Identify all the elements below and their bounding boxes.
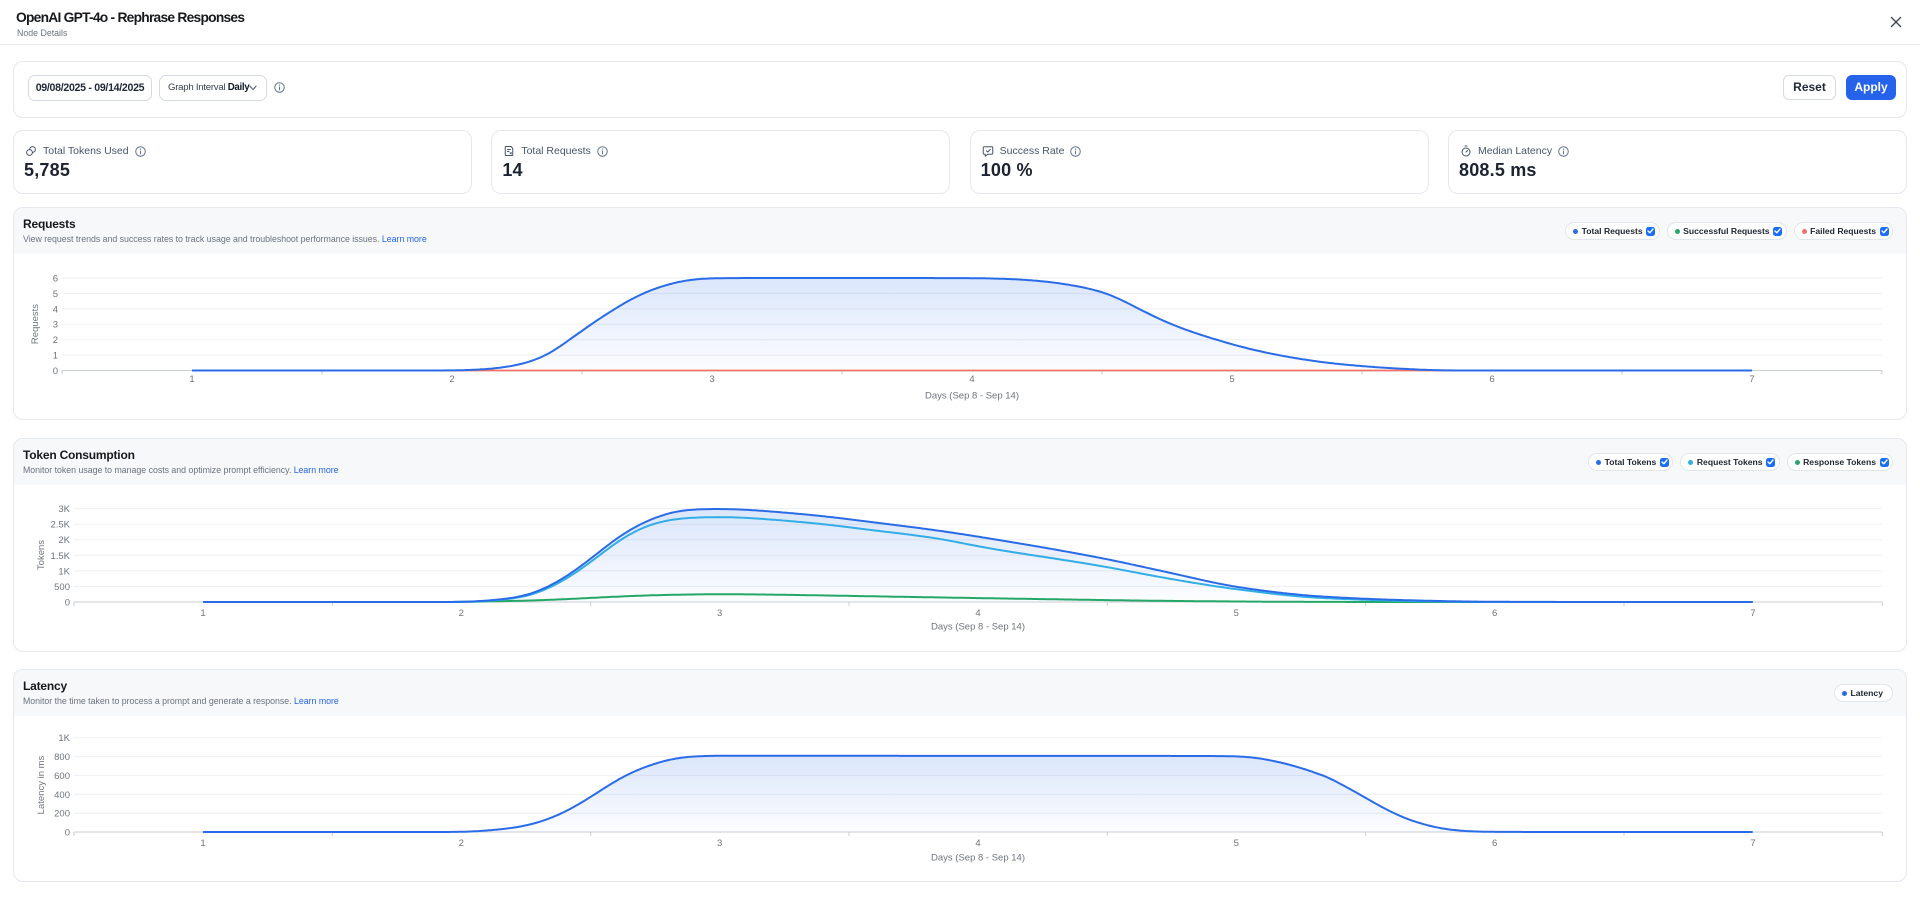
svg-text:600: 600 (54, 771, 70, 782)
svg-text:2: 2 (459, 838, 464, 849)
svg-text:Latency in ms: Latency in ms (36, 755, 47, 814)
svg-text:Days (Sep 8 - Sep 14): Days (Sep 8 - Sep 14) (931, 622, 1025, 633)
svg-text:1.5K: 1.5K (50, 551, 70, 562)
svg-text:500: 500 (54, 582, 70, 593)
svg-text:6: 6 (1489, 374, 1494, 385)
svg-text:4: 4 (975, 608, 980, 619)
svg-text:2: 2 (459, 608, 464, 619)
svg-text:400: 400 (54, 790, 70, 801)
svg-text:4: 4 (975, 838, 980, 849)
svg-text:7: 7 (1750, 608, 1755, 619)
svg-text:800: 800 (54, 752, 70, 763)
svg-text:2: 2 (449, 374, 454, 385)
svg-text:0: 0 (65, 598, 70, 609)
svg-text:2K: 2K (58, 535, 70, 546)
svg-text:5: 5 (53, 289, 58, 300)
svg-text:3K: 3K (58, 504, 70, 515)
svg-text:Days (Sep 8 - Sep 14): Days (Sep 8 - Sep 14) (931, 853, 1025, 864)
svg-text:1K: 1K (58, 733, 70, 744)
svg-text:6: 6 (1492, 838, 1497, 849)
svg-text:0: 0 (53, 366, 58, 377)
svg-text:6: 6 (53, 274, 58, 285)
svg-text:5: 5 (1234, 608, 1239, 619)
svg-text:Days (Sep 8 - Sep 14): Days (Sep 8 - Sep 14) (925, 391, 1019, 402)
svg-text:Requests: Requests (30, 304, 41, 344)
svg-text:2.5K: 2.5K (50, 520, 70, 531)
svg-text:0: 0 (65, 828, 70, 839)
svg-text:3: 3 (53, 320, 58, 331)
svg-text:2: 2 (53, 335, 58, 346)
svg-text:3: 3 (717, 838, 722, 849)
svg-text:3: 3 (717, 608, 722, 619)
svg-text:1: 1 (200, 838, 205, 849)
svg-text:3: 3 (709, 374, 714, 385)
svg-text:200: 200 (54, 809, 70, 820)
svg-text:5: 5 (1234, 838, 1239, 849)
svg-text:4: 4 (969, 374, 974, 385)
svg-text:1K: 1K (58, 566, 70, 577)
svg-text:Tokens: Tokens (36, 540, 47, 570)
svg-text:7: 7 (1749, 374, 1754, 385)
svg-text:1: 1 (53, 351, 58, 362)
svg-text:7: 7 (1750, 838, 1755, 849)
svg-text:4: 4 (53, 304, 58, 315)
svg-text:1: 1 (200, 608, 205, 619)
svg-text:1: 1 (189, 374, 194, 385)
svg-text:6: 6 (1492, 608, 1497, 619)
svg-text:5: 5 (1229, 374, 1234, 385)
